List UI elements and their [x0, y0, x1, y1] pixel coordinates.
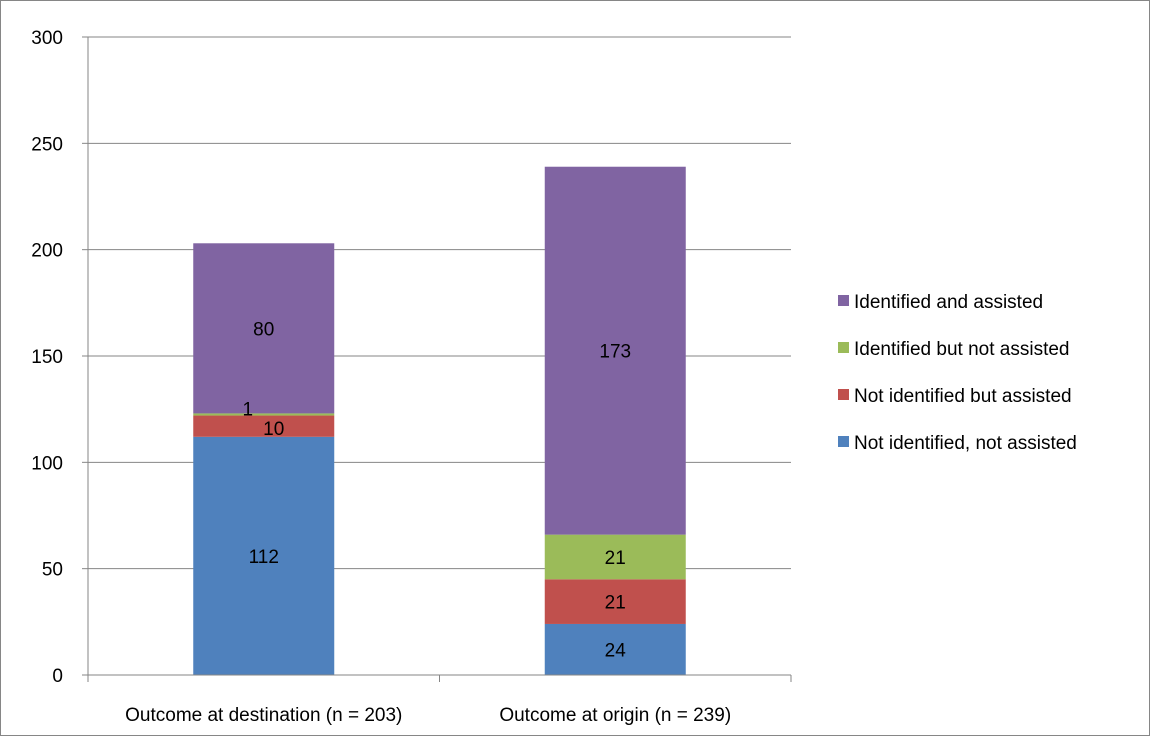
- x-tick-label: Outcome at origin (n = 239): [499, 705, 731, 726]
- data-label: 21: [605, 593, 626, 614]
- bar-segment: [544, 166, 686, 535]
- y-tick-label: 300: [31, 28, 63, 49]
- data-label: 1: [242, 399, 253, 420]
- y-tick-label: 50: [42, 560, 63, 581]
- data-label: 112: [249, 547, 279, 568]
- legend-label: Identified but not assisted: [854, 339, 1069, 360]
- legend-label: Identified and assisted: [854, 292, 1043, 313]
- data-label: 173: [599, 342, 631, 363]
- y-tick-label: 250: [31, 134, 63, 155]
- data-label: 21: [605, 548, 626, 569]
- bar-segment: [193, 415, 335, 437]
- bar-segment: [193, 413, 335, 416]
- legend-swatch: [838, 389, 849, 400]
- data-label: 10: [263, 419, 284, 440]
- bar-segment: [193, 436, 335, 675]
- y-tick-label: 200: [31, 241, 63, 262]
- data-labels: 112 10 1 80 24 21 21 173: [242, 319, 631, 661]
- legend: Identified and assisted Identified but no…: [838, 292, 1077, 454]
- bar-segment: [193, 243, 335, 414]
- legend-swatch: [838, 295, 849, 306]
- y-tick-label: 150: [31, 347, 63, 368]
- legend-label: Not identified, not assisted: [854, 433, 1077, 454]
- data-label: 80: [253, 319, 274, 340]
- bar-segment: [544, 534, 686, 580]
- legend-swatch: [838, 342, 849, 353]
- bar-segment: [544, 623, 686, 675]
- y-tick-label: 0: [52, 666, 63, 687]
- bar-segment: [544, 579, 686, 624]
- y-tick-label: 100: [31, 453, 63, 474]
- data-label: 24: [605, 640, 627, 661]
- axes: 0 50 100 150 200 250 300 Outcome at destination…: [31, 28, 792, 726]
- x-tick-label: Outcome at destination (n = 203): [125, 705, 402, 726]
- legend-swatch: [838, 436, 849, 447]
- bars: [193, 166, 686, 675]
- legend-label: Not identified but assisted: [854, 386, 1072, 407]
